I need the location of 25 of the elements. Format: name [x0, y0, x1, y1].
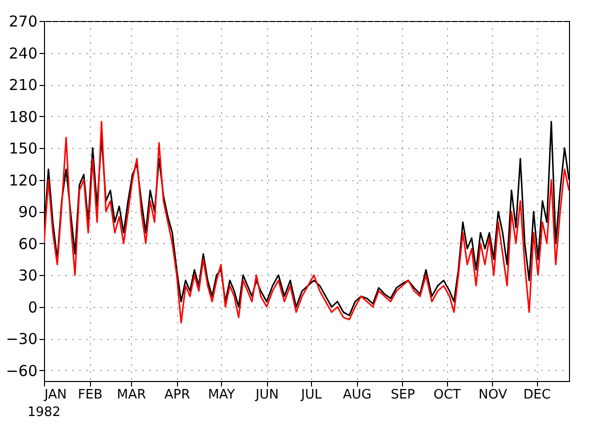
y-tick-label: 180 — [8, 108, 38, 126]
y-tick-label: −30 — [6, 330, 38, 348]
y-tick-label: 0 — [28, 298, 38, 316]
y-tick-label: 270 — [8, 12, 38, 30]
y-tick-label: 30 — [18, 266, 38, 285]
x-tick-label: JUL — [300, 388, 322, 402]
y-tick-label: 120 — [8, 171, 38, 190]
y-tick-label: 240 — [8, 44, 38, 62]
x-tick-label: JUN — [254, 388, 279, 402]
x-tick-label: MAR — [116, 388, 146, 402]
x-tick-label: JAN — [44, 388, 67, 402]
x-tick-label: NOV — [478, 388, 508, 402]
x-tick-label: DEC — [523, 388, 551, 402]
y-tick-label: −60 — [6, 362, 38, 380]
x-tick-label: SEP — [390, 388, 416, 402]
y-tick-label: 60 — [18, 234, 38, 253]
x-tick-label: APR — [164, 388, 190, 402]
x-tick-label: FEB — [78, 388, 103, 402]
x-tick-label: AUG — [342, 388, 372, 402]
x-tick-label: OCT — [433, 388, 461, 402]
y-tick-label: 210 — [8, 76, 38, 94]
y-tick-label: 90 — [18, 203, 38, 222]
y-tick-label: 150 — [8, 140, 38, 158]
text: 1982 — [27, 405, 61, 420]
x-tick-label: MAY — [208, 388, 236, 402]
